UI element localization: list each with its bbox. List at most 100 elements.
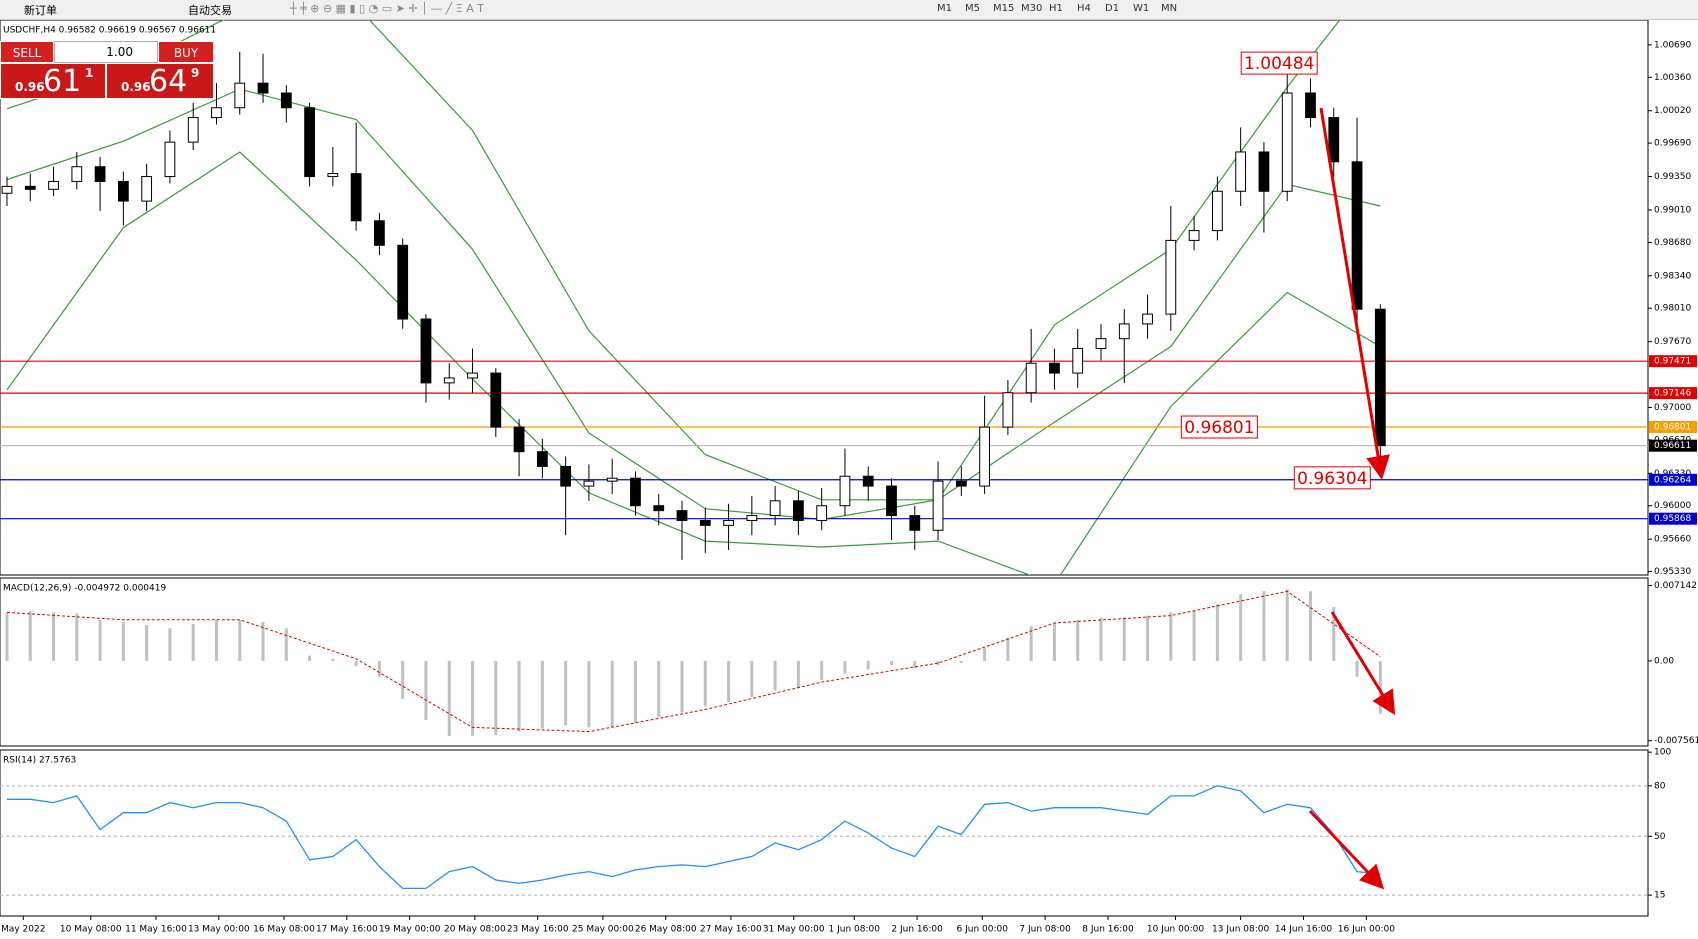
candle-body: [1188, 230, 1200, 241]
candle-body: [257, 82, 269, 94]
price-level-label: 0.97146: [1654, 389, 1691, 399]
y-tick-label: -0.007561: [1654, 736, 1698, 746]
y-tick-label: 0.98340: [1654, 271, 1691, 281]
ask-quote[interactable]: 0.96 64 9: [106, 63, 214, 99]
price-level-label: 0.95868: [1654, 514, 1691, 524]
annotation-arrow: [1330, 611, 1396, 716]
candle-body: [1049, 362, 1060, 374]
timeframe-button[interactable]: H4: [1077, 3, 1091, 14]
candle-body: [699, 519, 711, 526]
ask-frac: 9: [191, 66, 200, 80]
price-level-tag: [1649, 355, 1697, 368]
candle-body: [1002, 392, 1014, 428]
high-annotation-box: [1240, 51, 1318, 75]
price-level-label: 0.97471: [1654, 357, 1691, 367]
candle-body: [909, 515, 921, 531]
candle-body: [886, 485, 897, 517]
bid-quote[interactable]: 0.96 61 1: [0, 63, 106, 99]
timeframe-button[interactable]: MN: [1161, 3, 1178, 14]
candle-body: [141, 176, 153, 202]
annotation-arrow: [1308, 809, 1385, 890]
candle-body: [793, 500, 804, 521]
candle-body: [1235, 151, 1247, 192]
candle-body: [839, 475, 851, 507]
candle-body: [490, 372, 502, 428]
candle-body: [1374, 308, 1386, 447]
ask-big: 0.96: [121, 80, 151, 94]
price-level-tag: [1649, 421, 1697, 434]
panel-plot: [5, 589, 1382, 736]
candle-body: [1142, 313, 1153, 325]
x-tick-label: 31 May 00:00: [763, 925, 825, 935]
y-tick-label: 0.98680: [1654, 238, 1691, 248]
timeframe-button[interactable]: H1: [1049, 3, 1063, 14]
high-annotation: 1.00484: [1244, 54, 1314, 74]
low-annotation: 0.96304: [1297, 469, 1367, 489]
main-panel-border: [0, 19, 1649, 576]
trade-panel: SELL 1.00 BUY 0.96 61 1 0.96 64 9: [0, 41, 214, 107]
x-tick-label: 14 Jun 16:00: [1275, 925, 1332, 935]
sell-button[interactable]: SELL: [0, 41, 54, 63]
macd-signal: [6, 590, 1381, 733]
panel-plot: [0, 20, 1648, 575]
lot-input[interactable]: 1.00: [54, 41, 158, 63]
x-tick-label: 2 Jun 16:00: [891, 925, 943, 935]
bid-big: 0.96: [15, 80, 45, 94]
candle-body: [94, 166, 106, 182]
rsi-panel-border: [0, 749, 1649, 917]
y-tick-label: 0.95330: [1654, 567, 1691, 577]
candle-body: [769, 500, 781, 517]
candle-body: [164, 141, 176, 178]
timeframe-button[interactable]: D1: [1105, 3, 1120, 14]
candle-body: [234, 82, 246, 109]
macd-panel-border: [0, 577, 1649, 747]
candle-body: [1211, 190, 1223, 232]
x-tick-label: 7 Jun 08:00: [1019, 925, 1071, 935]
timeframe-button[interactable]: M15: [993, 3, 1015, 14]
x-tick-label: 25 May 00:00: [572, 925, 634, 935]
candle-body: [443, 377, 455, 384]
candle-body: [979, 426, 990, 487]
last-price-tag: [1649, 439, 1697, 452]
annotation-arrow: [1319, 107, 1390, 480]
candle-body: [746, 515, 758, 521]
candle-body: [1165, 239, 1177, 315]
y-tick-label: 1.00360: [1654, 73, 1691, 83]
y-tick-label: 1.00690: [1654, 40, 1691, 50]
bid-frac: 1: [85, 66, 94, 80]
panel-title: MACD(12,26,9) -0.004972 0.000419: [3, 584, 166, 594]
x-tick-label: May 2022: [1, 925, 45, 935]
timeframe-button[interactable]: M1: [937, 3, 952, 14]
candle-body: [1281, 92, 1293, 192]
y-tick-label: 0.97670: [1654, 337, 1691, 347]
candle-body: [653, 505, 665, 512]
candle-body: [723, 519, 734, 526]
timeframe-button[interactable]: M5: [965, 3, 980, 14]
y-tick-label: 0.99350: [1654, 172, 1691, 182]
x-tick-label: 1 Jun 08:00: [829, 925, 881, 935]
panel-title: RSI(14) 27.5763: [3, 756, 76, 766]
y-tick-label: 0.99690: [1654, 139, 1691, 149]
candle-body: [117, 180, 129, 202]
timeframe-button[interactable]: W1: [1133, 3, 1150, 14]
timeframe-button[interactable]: M30: [1021, 3, 1043, 14]
x-tick-label: 27 May 16:00: [700, 925, 762, 935]
candle-body: [536, 451, 548, 467]
candle-body: [467, 372, 478, 379]
new-order-button[interactable]: 新订单: [24, 4, 57, 17]
buy-button[interactable]: BUY: [158, 41, 214, 63]
x-tick-label: 8 Jun 16:00: [1082, 925, 1134, 935]
candle-body: [606, 477, 618, 482]
y-tick-label: 1.00020: [1654, 106, 1691, 116]
x-tick-label: 10 Jun 00:00: [1147, 925, 1204, 935]
candle-body: [420, 318, 432, 384]
panel-plot: [0, 785, 1648, 896]
toolbar: 新订单 自动交易 ┼ ╪ ⊕ ⊖ ▦ ▮ ▯ ◔ ▭ ➤ ✛ │ ― ╱ Ξ A…: [0, 0, 1698, 20]
auto-trading-button[interactable]: 自动交易: [188, 4, 232, 17]
candle-body: [24, 185, 36, 190]
candle-body: [304, 107, 315, 178]
y-tick-label: 100: [1654, 748, 1671, 758]
x-tick-label: 17 May 16:00: [316, 925, 378, 935]
level-annotation-box: [1180, 415, 1258, 439]
candle-body: [71, 166, 83, 182]
